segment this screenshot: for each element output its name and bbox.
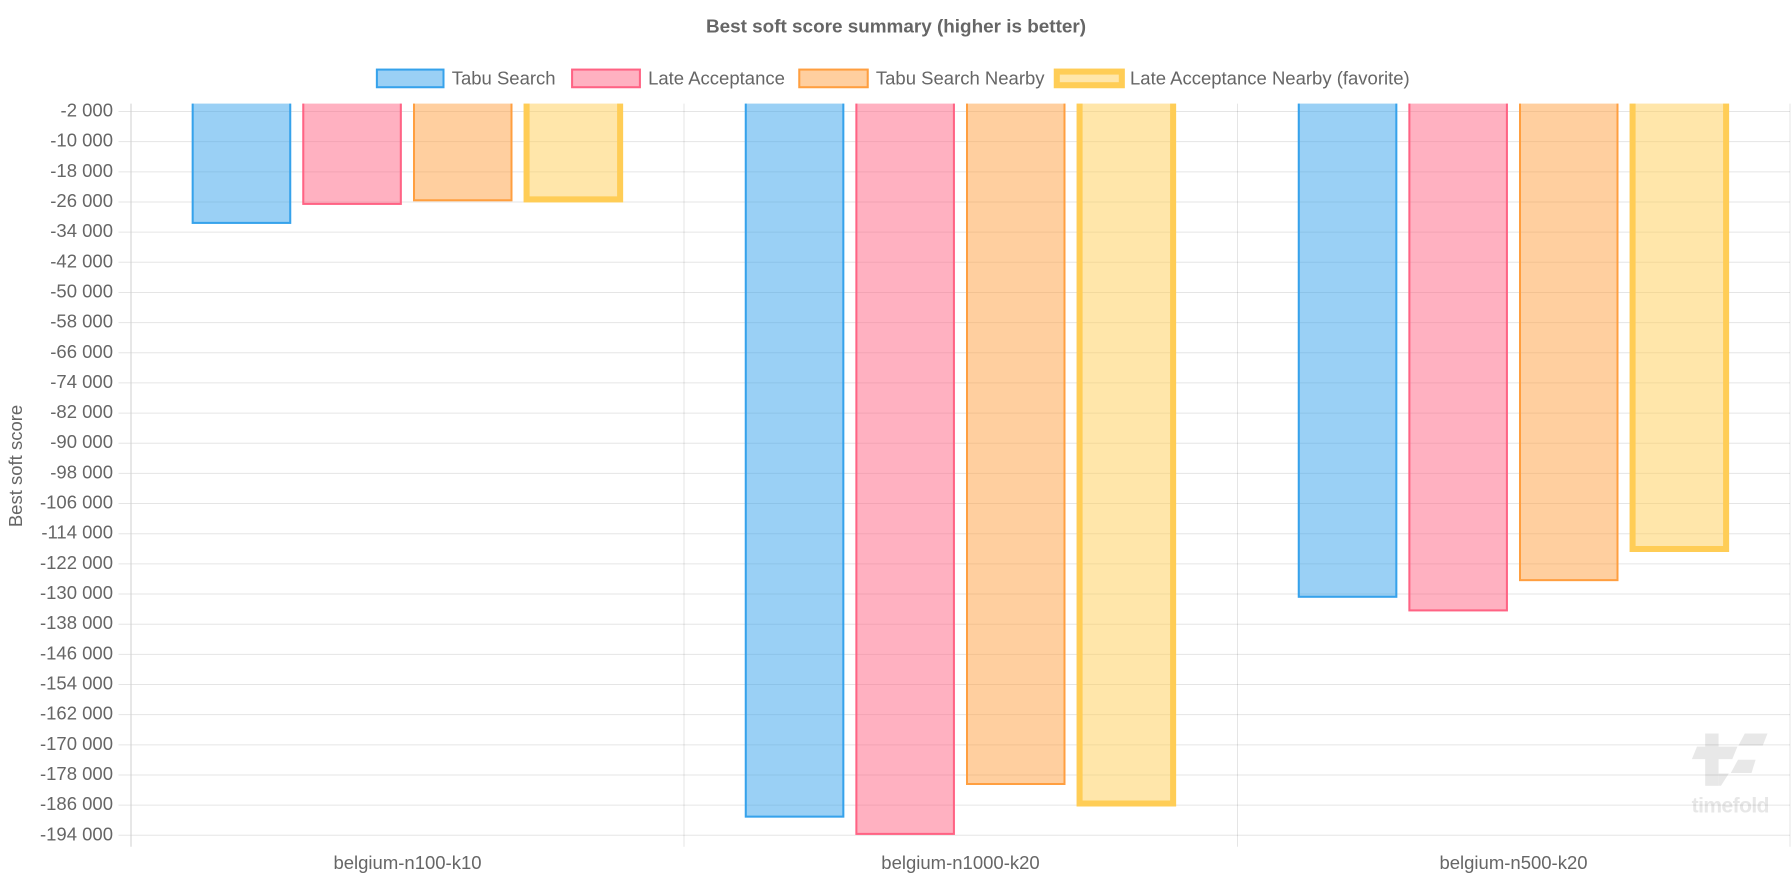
svg-text:Late Acceptance Nearby (favori: Late Acceptance Nearby (favorite) (1130, 67, 1410, 88)
svg-text:belgium-n1000-k20: belgium-n1000-k20 (881, 852, 1039, 873)
svg-text:-74 000: -74 000 (50, 371, 113, 392)
svg-text:-154 000: -154 000 (40, 673, 113, 694)
svg-text:-138 000: -138 000 (40, 612, 113, 633)
svg-text:-146 000: -146 000 (40, 642, 113, 663)
svg-text:-186 000: -186 000 (40, 793, 113, 814)
svg-text:-66 000: -66 000 (50, 341, 113, 362)
svg-text:-122 000: -122 000 (40, 552, 113, 573)
svg-text:Best soft score: Best soft score (5, 405, 26, 527)
svg-text:Best soft score summary (highe: Best soft score summary (higher is bette… (706, 17, 1086, 38)
svg-text:-114 000: -114 000 (41, 522, 113, 543)
svg-text:-194 000: -194 000 (40, 823, 113, 844)
svg-text:-26 000: -26 000 (50, 190, 113, 211)
svg-text:-130 000: -130 000 (40, 582, 113, 603)
svg-text:-98 000: -98 000 (50, 461, 113, 482)
svg-text:-106 000: -106 000 (40, 492, 113, 513)
svg-text:-10 000: -10 000 (50, 130, 113, 151)
svg-text:-178 000: -178 000 (40, 763, 113, 784)
svg-text:-58 000: -58 000 (50, 311, 113, 332)
svg-text:-18 000: -18 000 (50, 160, 113, 181)
svg-text:-42 000: -42 000 (50, 250, 113, 271)
svg-text:-50 000: -50 000 (50, 280, 113, 301)
svg-text:belgium-n500-k20: belgium-n500-k20 (1439, 852, 1587, 873)
svg-text:timefold: timefold (1692, 795, 1769, 818)
svg-text:Tabu Search Nearby: Tabu Search Nearby (876, 67, 1045, 88)
svg-text:-162 000: -162 000 (40, 703, 113, 724)
svg-text:-82 000: -82 000 (50, 401, 113, 422)
svg-text:Tabu Search: Tabu Search (452, 67, 556, 88)
svg-text:-170 000: -170 000 (40, 733, 113, 754)
svg-text:-34 000: -34 000 (50, 220, 113, 241)
svg-text:-90 000: -90 000 (50, 431, 113, 452)
svg-text:Late Acceptance: Late Acceptance (648, 67, 785, 88)
svg-text:belgium-n100-k10: belgium-n100-k10 (333, 852, 481, 873)
svg-text:-2 000: -2 000 (61, 100, 113, 121)
